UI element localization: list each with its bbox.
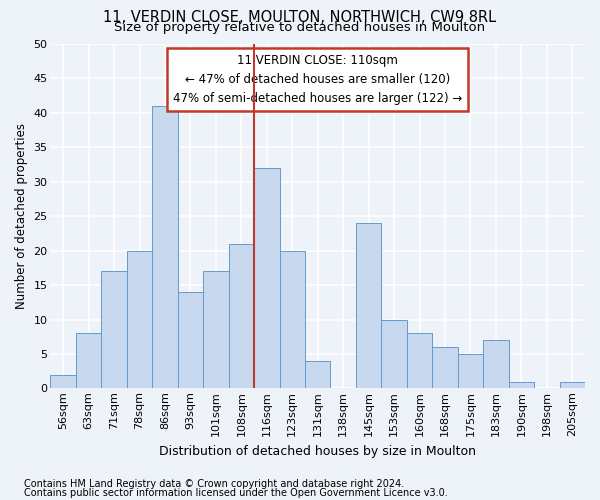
Text: 11 VERDIN CLOSE: 110sqm
← 47% of detached houses are smaller (120)
47% of semi-d: 11 VERDIN CLOSE: 110sqm ← 47% of detache… xyxy=(173,54,463,106)
Bar xyxy=(127,250,152,388)
Bar xyxy=(101,272,127,388)
Text: Contains public sector information licensed under the Open Government Licence v3: Contains public sector information licen… xyxy=(24,488,448,498)
Text: Contains HM Land Registry data © Crown copyright and database right 2024.: Contains HM Land Registry data © Crown c… xyxy=(24,479,404,489)
Bar xyxy=(280,250,305,388)
Bar xyxy=(382,320,407,388)
Bar xyxy=(152,106,178,389)
Y-axis label: Number of detached properties: Number of detached properties xyxy=(15,123,28,309)
Bar xyxy=(50,374,76,388)
Bar xyxy=(407,334,432,388)
Bar xyxy=(229,244,254,388)
Bar xyxy=(254,168,280,388)
Bar xyxy=(76,334,101,388)
Bar xyxy=(178,292,203,388)
Text: Size of property relative to detached houses in Moulton: Size of property relative to detached ho… xyxy=(115,21,485,34)
Bar xyxy=(509,382,534,388)
X-axis label: Distribution of detached houses by size in Moulton: Distribution of detached houses by size … xyxy=(159,444,476,458)
Bar xyxy=(432,347,458,389)
Bar xyxy=(356,223,382,388)
Text: 11, VERDIN CLOSE, MOULTON, NORTHWICH, CW9 8RL: 11, VERDIN CLOSE, MOULTON, NORTHWICH, CW… xyxy=(103,10,497,25)
Bar xyxy=(560,382,585,388)
Bar xyxy=(305,361,331,388)
Bar xyxy=(458,354,483,388)
Bar xyxy=(203,272,229,388)
Bar xyxy=(483,340,509,388)
